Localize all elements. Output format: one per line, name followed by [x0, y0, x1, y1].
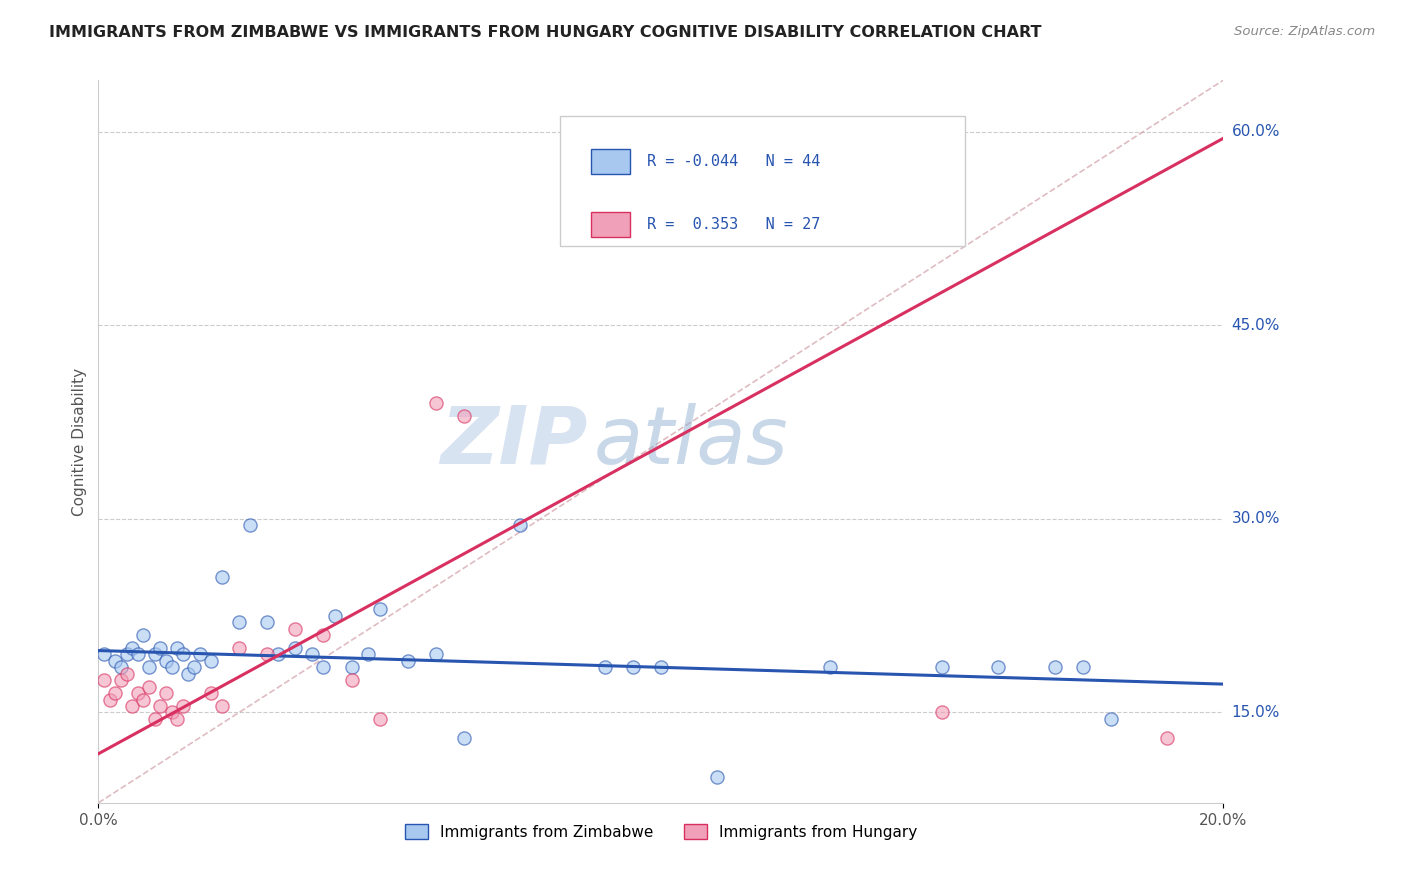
Point — [650, 660, 672, 674]
Text: 60.0%: 60.0% — [1232, 124, 1279, 139]
Point — [340, 673, 363, 688]
Point — [284, 622, 307, 636]
Text: 45.0%: 45.0% — [1232, 318, 1279, 333]
Point — [256, 615, 278, 630]
Point — [93, 673, 115, 688]
Point — [166, 640, 188, 655]
Point — [115, 648, 138, 662]
Point — [104, 654, 127, 668]
Point — [149, 640, 172, 655]
Point — [593, 660, 616, 674]
Point — [110, 673, 132, 688]
Point — [155, 654, 177, 668]
Point — [1099, 712, 1122, 726]
Text: R = -0.044   N = 44: R = -0.044 N = 44 — [647, 154, 821, 169]
Point — [357, 648, 380, 662]
Point — [188, 648, 211, 662]
Point — [312, 628, 335, 642]
Point — [160, 706, 183, 720]
Point — [132, 628, 155, 642]
FancyBboxPatch shape — [591, 149, 630, 174]
FancyBboxPatch shape — [560, 117, 965, 246]
Point — [138, 660, 160, 674]
Point — [706, 770, 728, 784]
Point — [211, 699, 233, 714]
Point — [93, 648, 115, 662]
Text: ZIP: ZIP — [440, 402, 588, 481]
Point — [127, 648, 149, 662]
Point — [121, 699, 143, 714]
Point — [110, 660, 132, 674]
Point — [312, 660, 335, 674]
Point — [368, 602, 391, 616]
Point — [149, 699, 172, 714]
Point — [172, 648, 194, 662]
Point — [177, 666, 200, 681]
Point — [301, 648, 323, 662]
Point — [239, 518, 262, 533]
Text: R =  0.353   N = 27: R = 0.353 N = 27 — [647, 218, 821, 232]
Point — [143, 648, 166, 662]
Point — [396, 654, 419, 668]
FancyBboxPatch shape — [591, 211, 630, 237]
Point — [228, 640, 250, 655]
Point — [453, 409, 475, 423]
Point — [621, 660, 644, 674]
Point — [987, 660, 1010, 674]
Point — [200, 686, 222, 700]
Text: 15.0%: 15.0% — [1232, 705, 1279, 720]
Point — [1071, 660, 1094, 674]
Point — [127, 686, 149, 700]
Point — [98, 692, 121, 706]
Point — [1043, 660, 1066, 674]
Point — [211, 570, 233, 584]
Point — [267, 648, 290, 662]
Point — [160, 660, 183, 674]
Point — [368, 712, 391, 726]
Point — [509, 518, 531, 533]
Point — [425, 648, 447, 662]
Text: atlas: atlas — [593, 402, 789, 481]
Point — [340, 660, 363, 674]
Point — [818, 660, 841, 674]
Point — [183, 660, 205, 674]
Y-axis label: Cognitive Disability: Cognitive Disability — [72, 368, 87, 516]
Point — [1156, 731, 1178, 746]
Point — [200, 654, 222, 668]
Point — [155, 686, 177, 700]
Point — [132, 692, 155, 706]
Legend: Immigrants from Zimbabwe, Immigrants from Hungary: Immigrants from Zimbabwe, Immigrants fro… — [398, 818, 924, 846]
Point — [256, 648, 278, 662]
Point — [166, 712, 188, 726]
Point — [284, 640, 307, 655]
Point — [115, 666, 138, 681]
Point — [143, 712, 166, 726]
Point — [138, 680, 160, 694]
Point — [104, 686, 127, 700]
Point — [323, 608, 346, 623]
Text: IMMIGRANTS FROM ZIMBABWE VS IMMIGRANTS FROM HUNGARY COGNITIVE DISABILITY CORRELA: IMMIGRANTS FROM ZIMBABWE VS IMMIGRANTS F… — [49, 25, 1042, 40]
Point — [228, 615, 250, 630]
Text: Source: ZipAtlas.com: Source: ZipAtlas.com — [1234, 25, 1375, 38]
Point — [121, 640, 143, 655]
Point — [931, 660, 953, 674]
Point — [172, 699, 194, 714]
Point — [425, 396, 447, 410]
Text: 30.0%: 30.0% — [1232, 511, 1279, 526]
Point — [931, 706, 953, 720]
Point — [453, 731, 475, 746]
